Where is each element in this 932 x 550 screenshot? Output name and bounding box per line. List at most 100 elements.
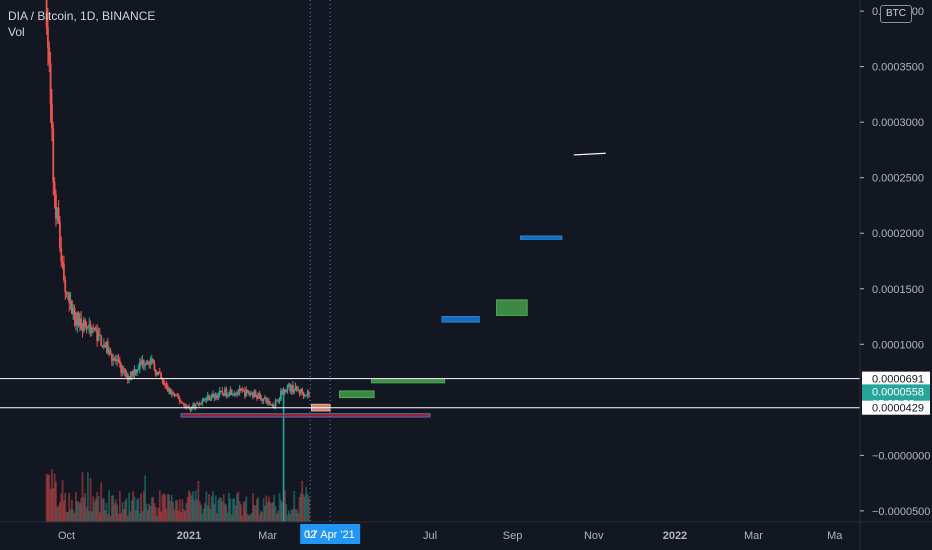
- volume-bar: [129, 511, 132, 522]
- candle: [286, 386, 289, 391]
- candle: [98, 334, 101, 336]
- candle: [166, 386, 169, 392]
- candle: [294, 386, 297, 391]
- candle: [63, 263, 65, 280]
- volume-bar: [118, 491, 121, 522]
- volume-bar: [150, 497, 153, 522]
- candle: [56, 207, 59, 219]
- volume-bar: [78, 503, 81, 522]
- volume-bar: [125, 498, 128, 522]
- candle: [201, 400, 204, 404]
- candle: [128, 376, 131, 381]
- volume-bar: [104, 510, 107, 522]
- candle: [55, 193, 57, 219]
- volume-bar: [190, 495, 193, 522]
- candle: [258, 392, 261, 396]
- candle: [272, 404, 274, 408]
- candle: [269, 403, 272, 405]
- volume-bar: [268, 496, 270, 522]
- candle: [232, 394, 234, 396]
- candle: [57, 207, 60, 222]
- candle: [189, 408, 192, 411]
- volume-bar: [250, 512, 253, 522]
- candle: [136, 370, 139, 374]
- volume-bar: [157, 507, 160, 522]
- volume-bar: [272, 502, 274, 522]
- candle: [109, 350, 112, 355]
- candle: [303, 395, 306, 397]
- x-tick-label: Jul: [423, 530, 437, 542]
- candle: [218, 390, 221, 396]
- crosshair-layer: [309, 0, 331, 522]
- candle: [121, 368, 124, 373]
- candle: [234, 393, 237, 395]
- volume-bar: [112, 495, 115, 522]
- candle: [225, 388, 228, 396]
- candle: [90, 327, 93, 333]
- volume-bar: [66, 512, 69, 522]
- volume-bar: [185, 503, 188, 522]
- volume-bar: [264, 505, 266, 522]
- candle: [212, 393, 214, 395]
- candle: [160, 373, 162, 379]
- volume-bar: [142, 491, 145, 522]
- y-tick-label: 0.0001500: [872, 284, 924, 296]
- volume-bar: [266, 502, 269, 522]
- candle: [170, 392, 173, 395]
- volume-label[interactable]: Vol: [8, 25, 25, 39]
- volume-bar: [76, 501, 79, 522]
- volume-bar: [278, 492, 281, 522]
- volume-bar: [97, 496, 100, 522]
- candle: [64, 279, 67, 293]
- volume-bar: [108, 490, 111, 522]
- symbol-title[interactable]: DIA / Bitcoin, 1D, BINANCE: [8, 9, 156, 23]
- candle: [297, 389, 300, 391]
- candle: [222, 393, 225, 396]
- candle: [65, 292, 68, 294]
- volume-bar: [144, 475, 147, 522]
- candle: [161, 378, 164, 380]
- candle: [145, 361, 148, 365]
- lower-level-label-bg: [862, 400, 930, 415]
- volume-bar: [274, 505, 277, 522]
- upper-level-label: 0.0000691: [872, 374, 924, 386]
- box-blue-jul: [441, 316, 480, 323]
- volume-bar: [68, 493, 71, 522]
- volume-bar: [173, 509, 176, 522]
- volume-bar: [213, 503, 216, 522]
- volume-bar: [198, 501, 201, 522]
- candle: [137, 369, 140, 371]
- volume-bar: [138, 513, 141, 522]
- candle: [82, 320, 85, 332]
- candle: [242, 390, 245, 392]
- candle: [66, 293, 69, 295]
- candle: [102, 344, 105, 347]
- candle: [237, 392, 240, 394]
- volume-bar: [69, 508, 72, 522]
- candle: [261, 400, 264, 402]
- candle: [130, 371, 133, 377]
- candle: [277, 400, 280, 402]
- candle: [208, 395, 210, 401]
- currency-badge[interactable]: BTC: [880, 5, 912, 23]
- candle: [45, 0, 48, 28]
- candle: [260, 395, 262, 401]
- volume-bar: [130, 500, 133, 522]
- candle: [72, 308, 75, 315]
- candle: [134, 369, 137, 374]
- volume-bar: [90, 511, 93, 522]
- box-blue-sep: [520, 235, 563, 240]
- volume-bar: [197, 481, 200, 522]
- candle: [230, 389, 233, 395]
- volume-bar: [136, 499, 139, 522]
- volume-bar: [137, 498, 140, 522]
- candle: [185, 405, 188, 408]
- volume-bar: [98, 512, 101, 522]
- candle: [80, 318, 83, 330]
- volume-bar: [82, 497, 85, 522]
- volume-bar: [305, 486, 308, 522]
- volume-bar: [64, 493, 67, 522]
- candle: [266, 400, 269, 403]
- volume-bar: [55, 481, 57, 522]
